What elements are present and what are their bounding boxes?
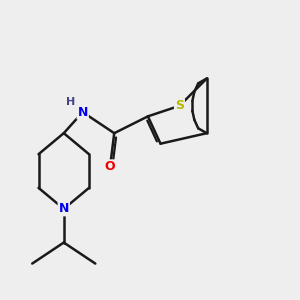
Text: N: N	[58, 202, 69, 215]
Text: S: S	[175, 99, 184, 112]
Text: O: O	[105, 160, 116, 173]
Text: H: H	[66, 97, 76, 106]
Text: N: N	[77, 106, 88, 118]
